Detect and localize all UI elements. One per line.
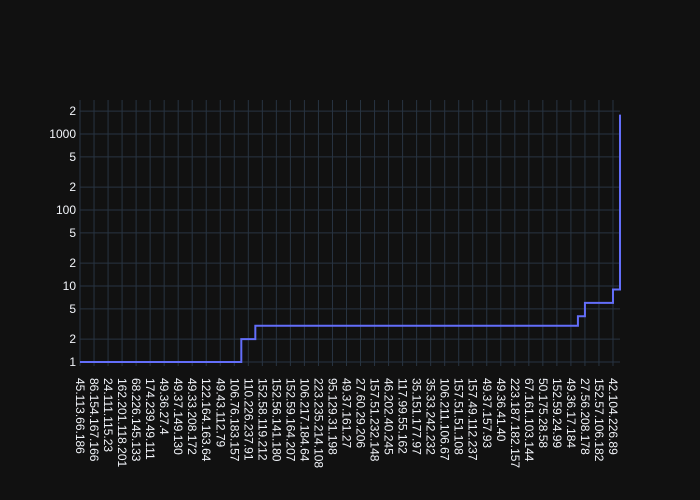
x-tick-label: 27.56.208.178 (578, 378, 592, 455)
x-tick-label: 106.211.106.67 (438, 378, 452, 461)
x-tick-label: 45.113.66.186 (73, 378, 87, 454)
x-tick-label: 27.60.29.206 (354, 378, 368, 448)
x-tick-label: 223.187.182.157 (508, 378, 522, 468)
x-tick-label: 49.33.208.172 (185, 378, 199, 455)
x-tick-label: 46.202.40.245 (382, 378, 396, 455)
x-tick-label: 122.164.163.64 (199, 378, 213, 462)
x-tick-label: 152.56.141.180 (269, 378, 283, 462)
x-tick-label: 106.76.183.157 (227, 378, 241, 462)
y-tick-label: 1 (69, 355, 76, 369)
y-tick-label: 5 (69, 226, 76, 240)
y-tick-label: 2 (69, 104, 76, 118)
x-tick-label: 162.201.118.201 (115, 378, 129, 468)
y-tick-label: 2 (69, 180, 76, 194)
x-tick-label: 50.175.28.58 (536, 378, 550, 448)
x-tick-label: 117.99.55.162 (396, 378, 410, 454)
x-tick-label: 95.129.31.198 (325, 378, 339, 455)
x-tick-label: 24.111.115.23 (101, 378, 115, 452)
x-tick-label: 152.59.24.99 (550, 378, 564, 448)
x-tick-label: 152.59.164.207 (283, 378, 297, 462)
x-tick-label: 49.36.17.184 (564, 378, 578, 448)
x-tick-label: 152.57.106.182 (592, 378, 606, 462)
data-line (80, 114, 621, 364)
x-tick-label: 49.36.41.40 (494, 378, 508, 442)
x-tick-label: 106.217.184.64 (297, 378, 311, 462)
x-tick-label: 35.151.177.97 (410, 378, 424, 455)
x-tick-label: 42.104.226.89 (606, 378, 620, 455)
x-tick-label: 152.58.119.212 (255, 378, 269, 461)
y-tick-label: 2 (69, 332, 76, 346)
x-tick-label: 110.226.237.91 (241, 378, 255, 461)
y-tick-label: 5 (69, 150, 76, 164)
x-tick-label: 157.51.51.108 (452, 378, 466, 455)
x-tick-label: 157.49.112.237 (466, 378, 480, 461)
y-tick-label: 1000 (49, 127, 76, 141)
x-tick-label: 35.33.242.232 (424, 378, 438, 455)
x-tick-label: 67.161.103.144 (522, 378, 536, 462)
x-tick-label: 49.36.27.4 (157, 378, 171, 435)
x-tick-label: 49.37.161.27 (339, 378, 353, 448)
x-tick-label: 49.37.149.130 (171, 378, 185, 455)
y-tick-label: 2 (69, 256, 76, 270)
x-tick-label: 49.37.157.93 (480, 378, 494, 448)
x-tick-label: 49.43.112.79 (213, 378, 227, 448)
x-tick-label: 86.154.167.166 (87, 378, 101, 462)
x-tick-label: 174.239.49.111 (143, 378, 157, 460)
x-tick-label: 223.235.214.108 (311, 378, 325, 468)
x-tick-label: 157.51.232.148 (368, 378, 382, 462)
y-tick-label: 100 (56, 203, 76, 217)
y-tick-label: 5 (69, 302, 76, 316)
x-tick-label: 68.226.145.133 (129, 378, 143, 462)
y-tick-label: 10 (63, 279, 77, 293)
